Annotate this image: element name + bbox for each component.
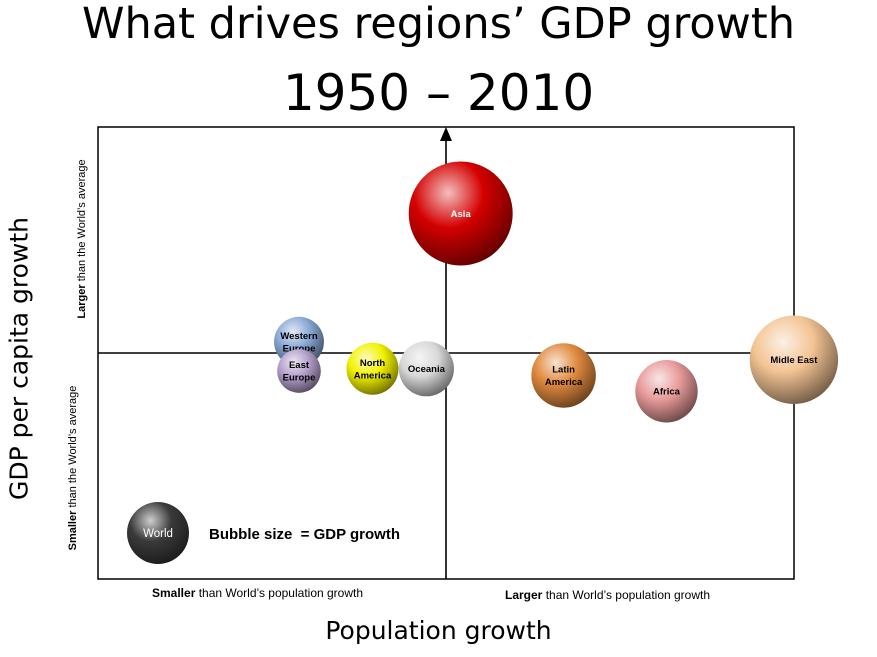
bubble-asia: Asia [408, 161, 513, 266]
x-category-right: Larger than World’s population growth [505, 588, 711, 602]
bubble-east-europe-mark [277, 349, 321, 393]
y-axis-label: GDP per capita growth [4, 216, 34, 501]
bubble-middle-east: Midle East [749, 315, 839, 404]
x-axis-label: Population growth [325, 616, 552, 645]
bubble-oceania-label: Oceania [408, 364, 446, 375]
bubble-africa-label: Africa [653, 387, 681, 398]
bubble-east-europe-label: East [289, 360, 310, 371]
y-category-bottom: Smaller than the World’s average [67, 385, 79, 551]
bubble-middle-east-mark [749, 315, 839, 404]
bubble-oceania: Oceania [398, 341, 454, 397]
legend-bubble-label: World [143, 528, 173, 540]
bubble-asia-label: Asia [451, 209, 472, 220]
y-axis-arrow [440, 127, 452, 141]
bubble-east-europe-label: Europe [283, 373, 316, 384]
bubble-africa-mark [635, 360, 698, 423]
bubble-latin-america-label: America [545, 377, 583, 388]
bubble-north-america-mark [346, 342, 399, 395]
bubble-asia-mark [408, 161, 513, 266]
bubble-north-america-label: North [360, 358, 386, 369]
y-category-top: Larger than the World’s average [76, 159, 88, 319]
chart-subtitle: 1950 – 2010 [282, 64, 595, 122]
chart-title: What drives regions’ GDP growth [82, 0, 795, 49]
bubble-middle-east-label: Midle East [770, 355, 818, 366]
bubble-east-europe: East Europe [277, 349, 321, 393]
legend-text: Bubble size = GDP growth [209, 526, 401, 543]
legend-bubble [127, 502, 189, 564]
bubble-north-america-label: America [354, 370, 392, 381]
bubble-western-europe-label: Europe [283, 343, 316, 354]
bubble-oceania-mark [398, 341, 454, 397]
bubble-latin-america-mark [531, 343, 596, 408]
bubble-africa: Africa [635, 360, 698, 423]
bubble-western-europe-label: Western [280, 331, 318, 342]
legend: World [127, 502, 189, 564]
bubble-latin-america-label: Latin [552, 365, 575, 376]
x-category-left: Smaller than World’s population growth [152, 586, 364, 600]
